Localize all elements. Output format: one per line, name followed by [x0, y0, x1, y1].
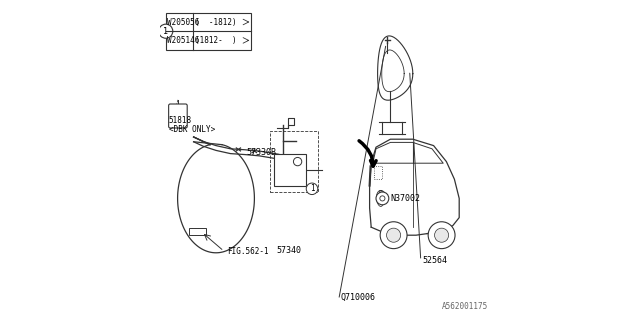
Text: W205056: W205056 — [168, 18, 200, 27]
Text: A562001175: A562001175 — [442, 302, 488, 311]
Text: W205146: W205146 — [168, 36, 200, 45]
Text: 52564: 52564 — [422, 256, 447, 265]
Text: 57340: 57340 — [277, 246, 302, 255]
Circle shape — [380, 196, 385, 201]
Text: N37002: N37002 — [390, 194, 420, 203]
Text: Q710006: Q710006 — [340, 292, 376, 301]
Bar — [274, 154, 306, 186]
Circle shape — [428, 222, 455, 249]
Text: <DBK ONLY>: <DBK ONLY> — [169, 125, 215, 134]
Text: 51818: 51818 — [169, 116, 192, 125]
Text: (  -1812): ( -1812) — [195, 18, 236, 27]
Text: (1812-  ): (1812- ) — [195, 36, 236, 45]
Text: 1: 1 — [310, 184, 314, 193]
Circle shape — [293, 157, 302, 166]
Circle shape — [376, 192, 388, 205]
Circle shape — [387, 228, 401, 242]
Text: 57330B: 57330B — [246, 148, 276, 157]
Bar — [189, 228, 206, 235]
Text: FIG.562-1: FIG.562-1 — [227, 247, 269, 256]
Text: 1: 1 — [163, 27, 168, 36]
FancyBboxPatch shape — [169, 104, 187, 128]
Circle shape — [307, 183, 317, 195]
Circle shape — [380, 222, 407, 249]
Circle shape — [159, 24, 173, 38]
Circle shape — [435, 228, 449, 242]
Bar — [166, 13, 251, 50]
